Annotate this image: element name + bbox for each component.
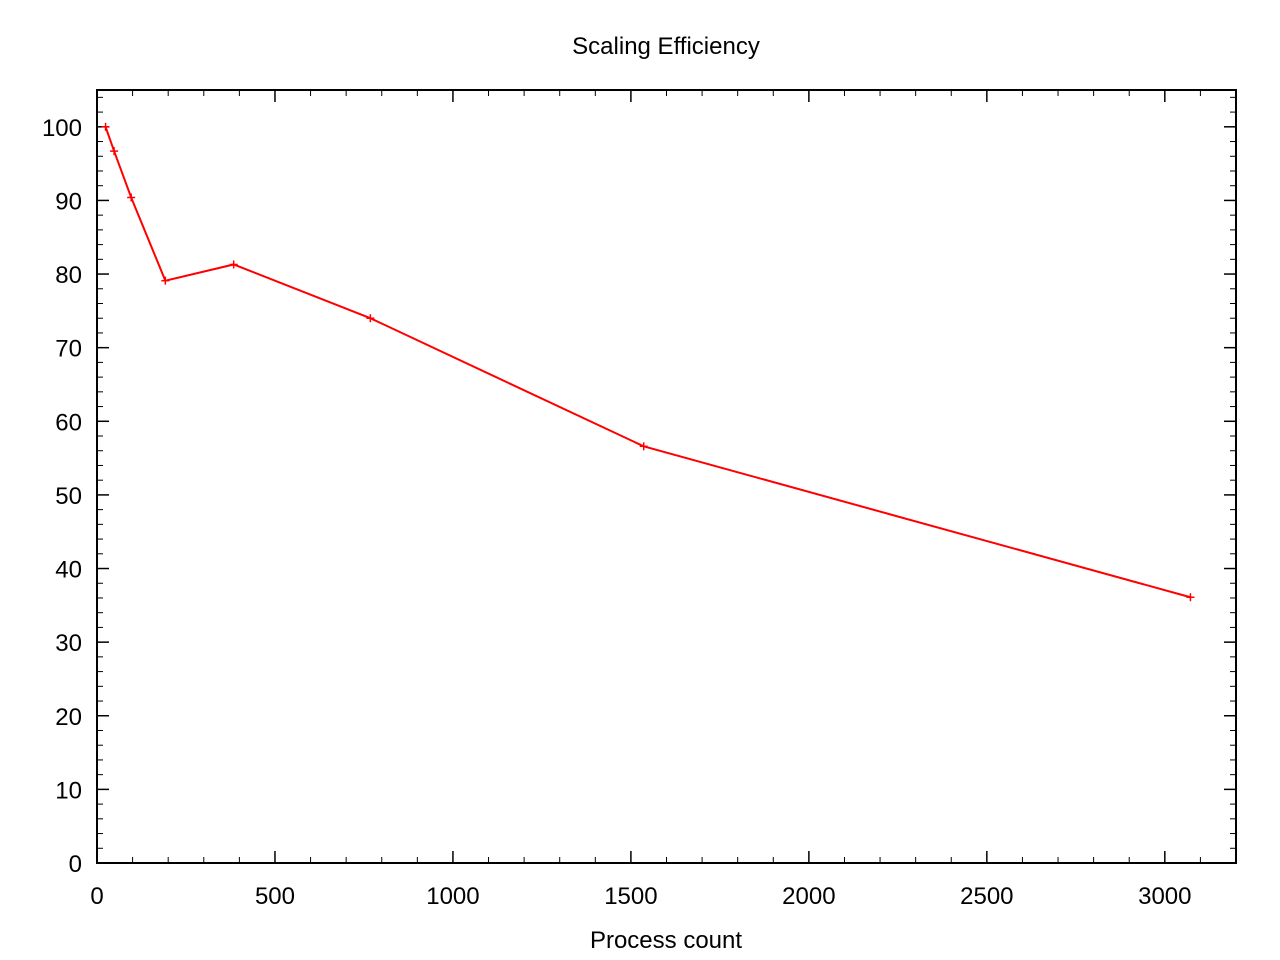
y-tick-label: 50 [55, 483, 82, 510]
x-tick-label: 1500 [604, 883, 657, 910]
x-tick-labels: 0 500 1000 1500 2000 2500 3000 [90, 883, 1191, 910]
y-tick-label: 40 [55, 557, 82, 584]
y-tick-label: 90 [55, 188, 82, 215]
series-group [101, 122, 1195, 602]
y-tick-label: 100 [42, 115, 82, 142]
x-tick-label: 2500 [960, 883, 1013, 910]
x-tick-label: 500 [255, 883, 295, 910]
chart-title: Scaling Efficiency [572, 33, 760, 60]
data-point [1186, 593, 1195, 602]
y-tick-label: 80 [55, 262, 82, 289]
y-tick-label: 30 [55, 630, 82, 657]
data-point [110, 147, 119, 156]
y-tick-label: 70 [55, 336, 82, 363]
y-tick-label: 60 [55, 409, 82, 436]
y-tick-label: 0 [69, 851, 82, 878]
data-point [229, 260, 238, 269]
data-point [366, 314, 375, 323]
x-tick-label: 2000 [782, 883, 835, 910]
data-point [161, 276, 170, 285]
x-tick-label: 0 [90, 883, 103, 910]
x-axis-label: Process count [590, 927, 742, 954]
x-tick-label: 3000 [1138, 883, 1191, 910]
y-tick-labels: 0 10 20 30 40 50 60 70 80 90 100 [42, 115, 82, 878]
y-tick-label: 10 [55, 777, 82, 804]
series-line [104, 126, 1191, 599]
plot-frame [96, 89, 1237, 864]
data-point [101, 122, 110, 131]
major-ticks [96, 90, 1236, 864]
x-tick-label: 1000 [426, 883, 479, 910]
data-point [127, 193, 136, 202]
data-point [639, 442, 648, 451]
y-tick-label: 20 [55, 704, 82, 731]
minor-ticks [97, 90, 1237, 863]
